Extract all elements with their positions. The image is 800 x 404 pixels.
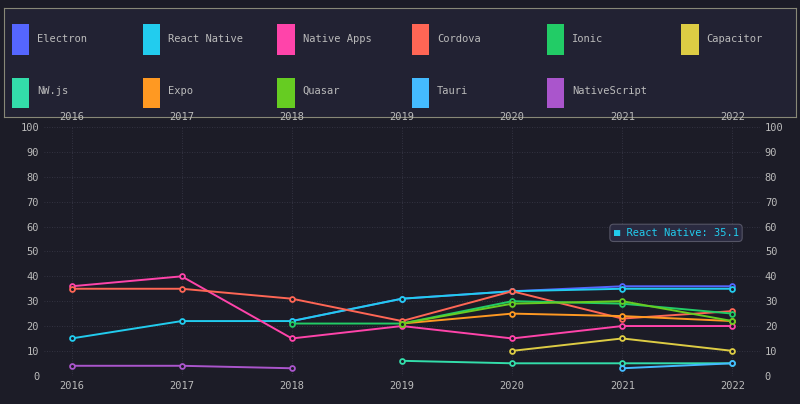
Text: Ionic: Ionic [572, 34, 603, 44]
Bar [681, 24, 698, 55]
Bar [12, 24, 30, 55]
Bar [412, 24, 430, 55]
Bar [142, 78, 160, 108]
Text: Capacitor: Capacitor [706, 34, 762, 44]
Bar [546, 24, 564, 55]
Text: Native Apps: Native Apps [302, 34, 371, 44]
Bar [412, 78, 430, 108]
Text: ■ React Native: 35.1: ■ React Native: 35.1 [614, 228, 738, 238]
Text: NW.js: NW.js [38, 86, 69, 96]
Text: Electron: Electron [38, 34, 87, 44]
Text: Expo: Expo [168, 86, 193, 96]
Text: React Native: React Native [168, 34, 243, 44]
Bar [278, 78, 294, 108]
Bar [546, 78, 564, 108]
Bar [142, 24, 160, 55]
Text: Cordova: Cordova [438, 34, 481, 44]
Text: NativeScript: NativeScript [572, 86, 647, 96]
Text: Quasar: Quasar [302, 86, 340, 96]
Text: Tauri: Tauri [438, 86, 469, 96]
Bar [12, 78, 30, 108]
Bar [278, 24, 294, 55]
